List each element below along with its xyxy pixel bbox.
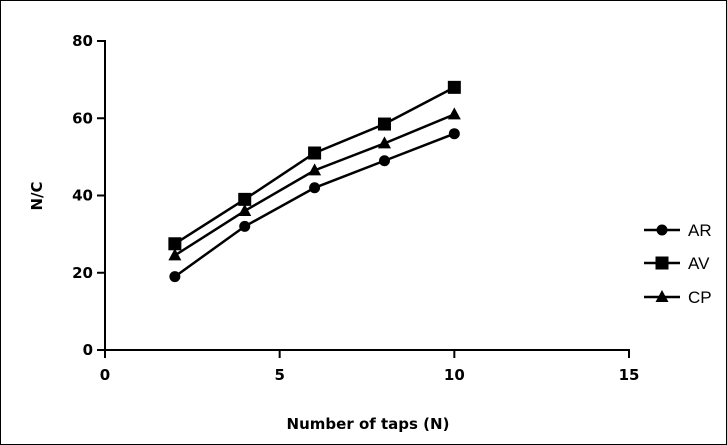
legend-label: AR bbox=[688, 221, 712, 240]
series-av bbox=[168, 80, 461, 251]
x-tick-label: 0 bbox=[100, 366, 110, 384]
data-point bbox=[238, 192, 252, 206]
legend-item-av: AV bbox=[644, 254, 710, 273]
legend-item-ar: AR bbox=[644, 221, 712, 240]
y-tick-label: 20 bbox=[72, 264, 93, 282]
x-axis-title: Number of taps (N) bbox=[287, 415, 450, 433]
x-tick-label: 10 bbox=[444, 366, 465, 384]
data-point bbox=[447, 80, 461, 94]
series-layer bbox=[168, 80, 461, 283]
data-point bbox=[448, 128, 460, 140]
data-point bbox=[377, 117, 391, 131]
y-axis-title: N/C bbox=[28, 181, 46, 210]
data-point bbox=[377, 136, 391, 149]
series-ar bbox=[169, 128, 460, 283]
x-tick-label: 15 bbox=[619, 366, 640, 384]
data-point bbox=[168, 248, 182, 261]
data-point bbox=[169, 271, 181, 283]
data-point bbox=[308, 163, 322, 176]
series-cp bbox=[168, 107, 461, 261]
axes: 0 20 40 60 80 0 5 10 15 bbox=[72, 32, 639, 384]
x-tick-label: 5 bbox=[274, 366, 284, 384]
y-tick-label: 40 bbox=[72, 187, 93, 205]
data-point bbox=[239, 220, 251, 232]
legend-marker bbox=[655, 256, 669, 270]
data-point bbox=[447, 107, 461, 120]
data-point bbox=[378, 155, 390, 167]
legend-label: AV bbox=[688, 254, 710, 273]
legend-label: CP bbox=[688, 288, 712, 307]
y-tick-label: 60 bbox=[72, 109, 93, 127]
y-tick-label: 80 bbox=[72, 32, 93, 50]
legend-item-cp: CP bbox=[644, 288, 712, 307]
data-point bbox=[238, 203, 252, 216]
data-point bbox=[308, 146, 322, 160]
y-tick-label: 0 bbox=[83, 341, 93, 359]
data-point bbox=[168, 237, 182, 251]
legend-marker bbox=[656, 224, 668, 236]
legend: AR AV CP bbox=[644, 221, 712, 307]
legend-marker bbox=[655, 290, 669, 302]
data-point bbox=[309, 182, 321, 194]
